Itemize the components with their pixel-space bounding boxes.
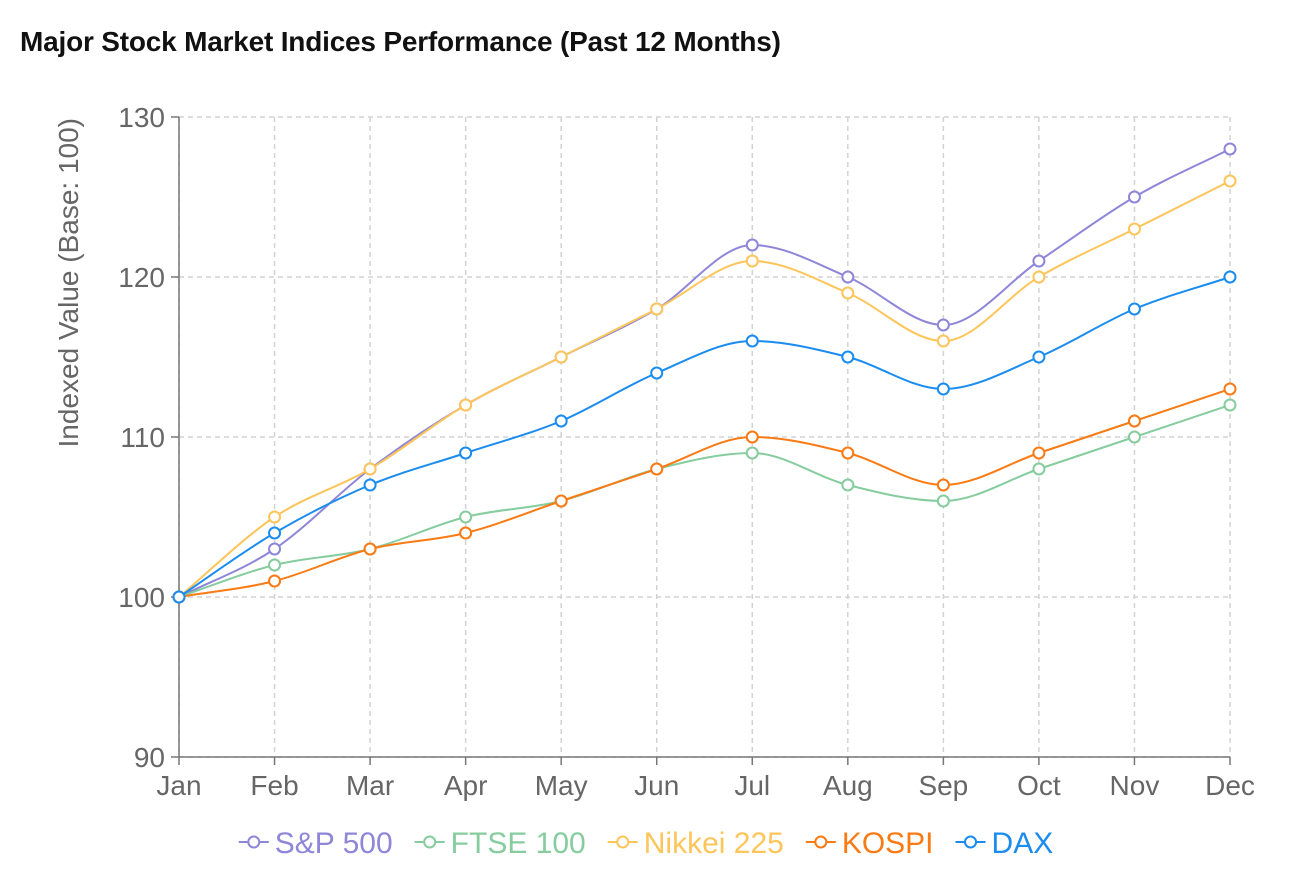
- data-point-dax[interactable]: [1127, 302, 1141, 316]
- x-tick-label: Mar: [346, 770, 394, 801]
- data-point-dax[interactable]: [459, 446, 473, 460]
- series-line-dax: [178, 276, 1231, 598]
- data-point-kospi[interactable]: [459, 526, 473, 540]
- data-point-kospi[interactable]: [936, 478, 950, 492]
- legend-symbol-marker: [247, 835, 261, 849]
- data-point-s-p-500[interactable]: [1032, 254, 1046, 268]
- series-line-s-p-500: [178, 148, 1231, 598]
- data-point-ftse-100[interactable]: [841, 478, 855, 492]
- y-axis-title: Indexed Value (Base: 100): [53, 118, 84, 447]
- data-point-kospi[interactable]: [554, 494, 568, 508]
- y-tick-label: 130: [118, 102, 165, 133]
- x-tick-label: May: [535, 770, 588, 801]
- legend-label: DAX: [992, 827, 1054, 860]
- x-tick-label: Oct: [1017, 770, 1061, 801]
- legend-item-ftse-100[interactable]: FTSE 100: [414, 827, 586, 860]
- series-dax: [172, 270, 1237, 604]
- legend-label: Nikkei 225: [644, 827, 784, 860]
- legend-symbol-marker: [616, 835, 630, 849]
- data-point-kospi[interactable]: [650, 462, 664, 476]
- legend[interactable]: S&P 500 FTSE 100 Nikkei 225 KOSPI DAX: [238, 827, 1054, 860]
- data-point-ftse-100[interactable]: [1032, 462, 1046, 476]
- data-point-kospi[interactable]: [268, 574, 282, 588]
- y-tick-label: 110: [120, 422, 165, 453]
- data-point-dax[interactable]: [363, 478, 377, 492]
- data-point-kospi[interactable]: [1127, 414, 1141, 428]
- data-point-kospi[interactable]: [1223, 382, 1237, 396]
- legend-symbol-marker: [964, 835, 978, 849]
- data-point-nikkei-225[interactable]: [1032, 270, 1046, 284]
- x-tick-label: Dec: [1205, 770, 1255, 801]
- data-point-dax[interactable]: [1223, 270, 1237, 284]
- series-kospi: [172, 382, 1237, 604]
- data-point-dax[interactable]: [172, 590, 186, 604]
- data-point-dax[interactable]: [936, 382, 950, 396]
- legend-item-nikkei-225[interactable]: Nikkei 225: [607, 827, 784, 860]
- data-point-s-p-500[interactable]: [745, 238, 759, 252]
- x-tick-label: Feb: [250, 770, 298, 801]
- series-nikkei-225: [172, 174, 1237, 604]
- data-point-nikkei-225[interactable]: [459, 398, 473, 412]
- series-line-nikkei-225: [178, 180, 1231, 598]
- data-point-nikkei-225[interactable]: [1127, 222, 1141, 236]
- legend-symbol-marker: [814, 835, 828, 849]
- legend-label: S&P 500: [275, 827, 393, 860]
- legend-item-dax[interactable]: DAX: [955, 827, 1054, 860]
- data-point-dax[interactable]: [650, 366, 664, 380]
- chart-title: Major Stock Market Indices Performance (…: [20, 26, 781, 57]
- data-point-dax[interactable]: [745, 334, 759, 348]
- data-point-dax[interactable]: [841, 350, 855, 364]
- data-point-s-p-500[interactable]: [1127, 190, 1141, 204]
- legend-label: FTSE 100: [451, 827, 586, 860]
- axes: Jan Feb Mar Apr May Jun Jul Aug Sep Oct Nov Dec 90 10…: [118, 102, 1255, 801]
- data-point-nikkei-225[interactable]: [650, 302, 664, 316]
- x-tick-label: Apr: [444, 770, 488, 801]
- data-point-nikkei-225[interactable]: [554, 350, 568, 364]
- data-point-nikkei-225[interactable]: [363, 462, 377, 476]
- data-point-dax[interactable]: [1032, 350, 1046, 364]
- legend-item-kospi[interactable]: KOSPI: [805, 827, 934, 860]
- series-s-p-500: [172, 142, 1237, 604]
- series-line-kospi: [178, 388, 1231, 598]
- series-lines: [172, 142, 1237, 604]
- grid-lines: [178, 116, 1231, 758]
- x-tick-label: Aug: [823, 770, 873, 801]
- legend-item-s-p-500[interactable]: S&P 500: [238, 827, 393, 860]
- data-point-s-p-500[interactable]: [1223, 142, 1237, 156]
- x-tick-label: Sep: [918, 770, 968, 801]
- y-tick-label: 90: [134, 742, 165, 773]
- data-point-ftse-100[interactable]: [1127, 430, 1141, 444]
- data-point-nikkei-225[interactable]: [841, 286, 855, 300]
- data-point-nikkei-225[interactable]: [268, 510, 282, 524]
- data-point-nikkei-225[interactable]: [745, 254, 759, 268]
- data-point-nikkei-225[interactable]: [1223, 174, 1237, 188]
- y-tick-label: 120: [118, 262, 165, 293]
- x-tick-label: Jul: [734, 770, 770, 801]
- data-point-dax[interactable]: [554, 414, 568, 428]
- data-point-s-p-500[interactable]: [268, 542, 282, 556]
- data-point-ftse-100[interactable]: [745, 446, 759, 460]
- y-tick-label: 100: [118, 582, 165, 613]
- data-point-kospi[interactable]: [363, 542, 377, 556]
- data-point-kospi[interactable]: [745, 430, 759, 444]
- data-point-dax[interactable]: [268, 526, 282, 540]
- data-point-ftse-100[interactable]: [1223, 398, 1237, 412]
- data-point-s-p-500[interactable]: [936, 318, 950, 332]
- y-axis-title-clip: Indexed Value (Base: 100): [53, 118, 84, 447]
- data-point-ftse-100[interactable]: [268, 558, 282, 572]
- x-tick-label: Jun: [634, 770, 679, 801]
- x-tick-label: Jan: [156, 770, 201, 801]
- data-point-ftse-100[interactable]: [459, 510, 473, 524]
- data-point-ftse-100[interactable]: [936, 494, 950, 508]
- data-point-nikkei-225[interactable]: [936, 334, 950, 348]
- data-point-kospi[interactable]: [1032, 446, 1046, 460]
- legend-symbol-marker: [423, 835, 437, 849]
- data-point-s-p-500[interactable]: [841, 270, 855, 284]
- legend-label: KOSPI: [842, 827, 934, 860]
- data-point-kospi[interactable]: [841, 446, 855, 460]
- x-tick-label: Nov: [1110, 770, 1160, 801]
